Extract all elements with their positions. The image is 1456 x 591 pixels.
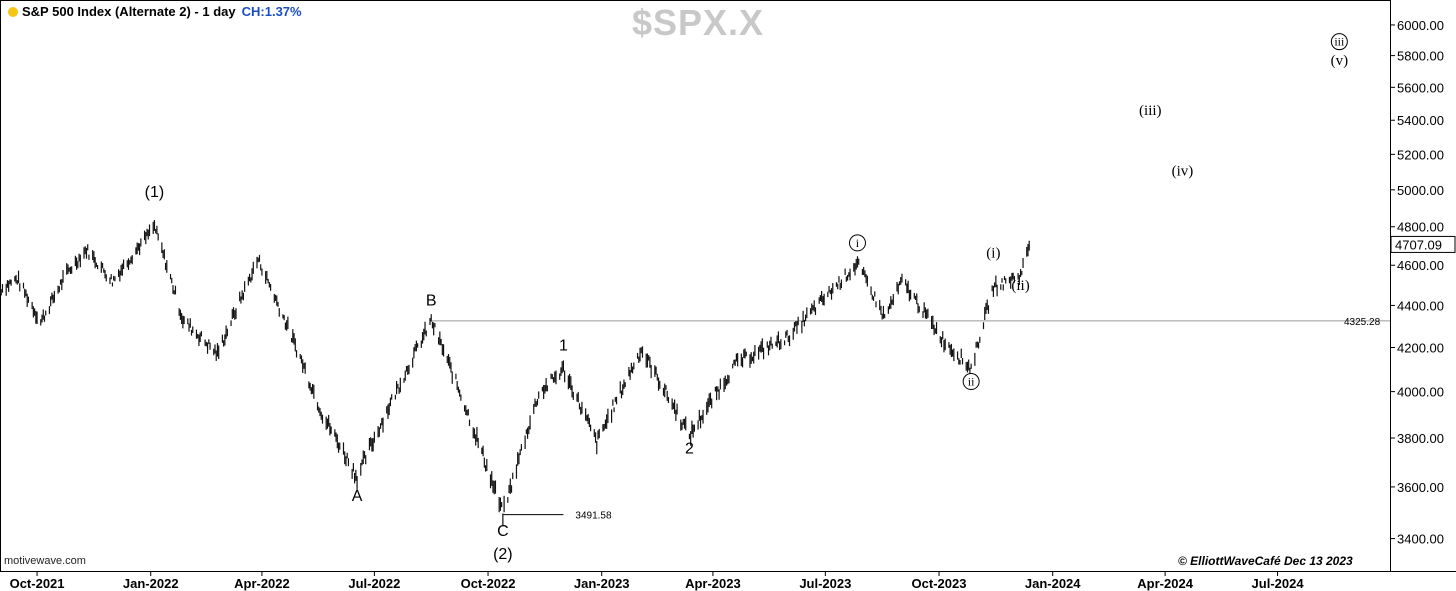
level-label: 4325.28	[1344, 317, 1381, 328]
wave-label: (ii)	[1011, 278, 1029, 294]
wave-circle	[962, 373, 980, 391]
time-tick-label: Jul-2023	[799, 576, 851, 591]
chart-header: S&P 500 Index (Alternate 2) - 1 day CH:1.…	[8, 4, 302, 19]
price-tick-label: 4200.00	[1397, 341, 1444, 356]
wave-label: (v)	[1331, 53, 1349, 69]
change-percent: CH:1.37%	[241, 4, 302, 19]
wave-label: (i)	[986, 245, 1000, 261]
status-dot-icon	[8, 6, 18, 17]
wave-label: ii	[968, 375, 975, 389]
price-tick-label: 4000.00	[1397, 385, 1444, 400]
time-tick-label: Apr-2024	[1137, 576, 1193, 591]
wave-label: (iii)	[1139, 103, 1162, 119]
wave-label: (iv)	[1172, 163, 1194, 179]
level-lines: 4325.28 3491.58	[431, 317, 1390, 522]
source-label: motivewave.com	[4, 555, 86, 567]
price-tick-label: 6000.00	[1397, 18, 1444, 33]
time-tick-label: Jul-2022	[348, 576, 400, 591]
price-tick-label: 5200.00	[1397, 147, 1444, 162]
price-tick-label: 3600.00	[1397, 480, 1444, 495]
time-tick-label: Apr-2022	[234, 576, 290, 591]
time-tick-label: Jul-2024	[1252, 576, 1305, 591]
copyright-label: © ElliottWaveCafé Dec 13 2023	[1178, 554, 1353, 568]
wave-label: 2	[685, 441, 694, 458]
price-bars	[0, 220, 1030, 527]
price-tick-label: 4400.00	[1397, 298, 1444, 313]
wave-label: 1	[559, 338, 568, 355]
wave-circle	[1330, 33, 1348, 51]
price-tick-label: 5000.00	[1397, 183, 1444, 198]
time-tick-label: Jan-2024	[1025, 576, 1081, 591]
time-tick-label: Oct-2022	[461, 576, 516, 591]
axes: 3400.00 3600.00 3800.00 4000.00 4200.00 4400.…	[10, 18, 1456, 591]
wave-label: C	[497, 523, 509, 540]
price-tick-label: 5600.00	[1397, 80, 1444, 95]
wave-labels: (1) A B C (2) 1 2 i (i) (ii) ii (iii) (iv) iii (v)	[145, 33, 1349, 563]
price-tick-label: 3400.00	[1397, 532, 1444, 547]
symbol-watermark: $SPX.X	[632, 2, 765, 43]
price-tick-label: 4800.00	[1397, 220, 1444, 235]
plot-border	[0, 0, 1391, 572]
wave-label: (2)	[493, 546, 513, 563]
chart-title: S&P 500 Index (Alternate 2) - 1 day	[22, 4, 236, 19]
wave-label: A	[352, 488, 363, 505]
wave-label: (1)	[145, 184, 165, 201]
price-tick-label: 5800.00	[1397, 49, 1444, 64]
time-tick-label: Jan-2023	[574, 576, 630, 591]
wave-label: B	[426, 292, 437, 309]
time-tick-label: Apr-2023	[685, 576, 741, 591]
time-tick-label: Jan-2022	[123, 576, 179, 591]
price-tick-label: 3800.00	[1397, 431, 1444, 446]
price-tick-label: 4600.00	[1397, 258, 1444, 273]
time-tick-label: Oct-2023	[912, 576, 967, 591]
level-label: 3491.58	[575, 511, 612, 522]
time-tick-label: Oct-2021	[10, 576, 65, 591]
wave-label: iii	[1334, 35, 1345, 49]
last-price-box	[1390, 235, 1456, 253]
wave-label: i	[856, 236, 860, 250]
chart-frame	[0, 0, 1456, 572]
last-price-label: 4707.09	[1395, 237, 1442, 252]
wave-circle	[848, 234, 866, 252]
price-tick-label: 5400.00	[1397, 113, 1444, 128]
